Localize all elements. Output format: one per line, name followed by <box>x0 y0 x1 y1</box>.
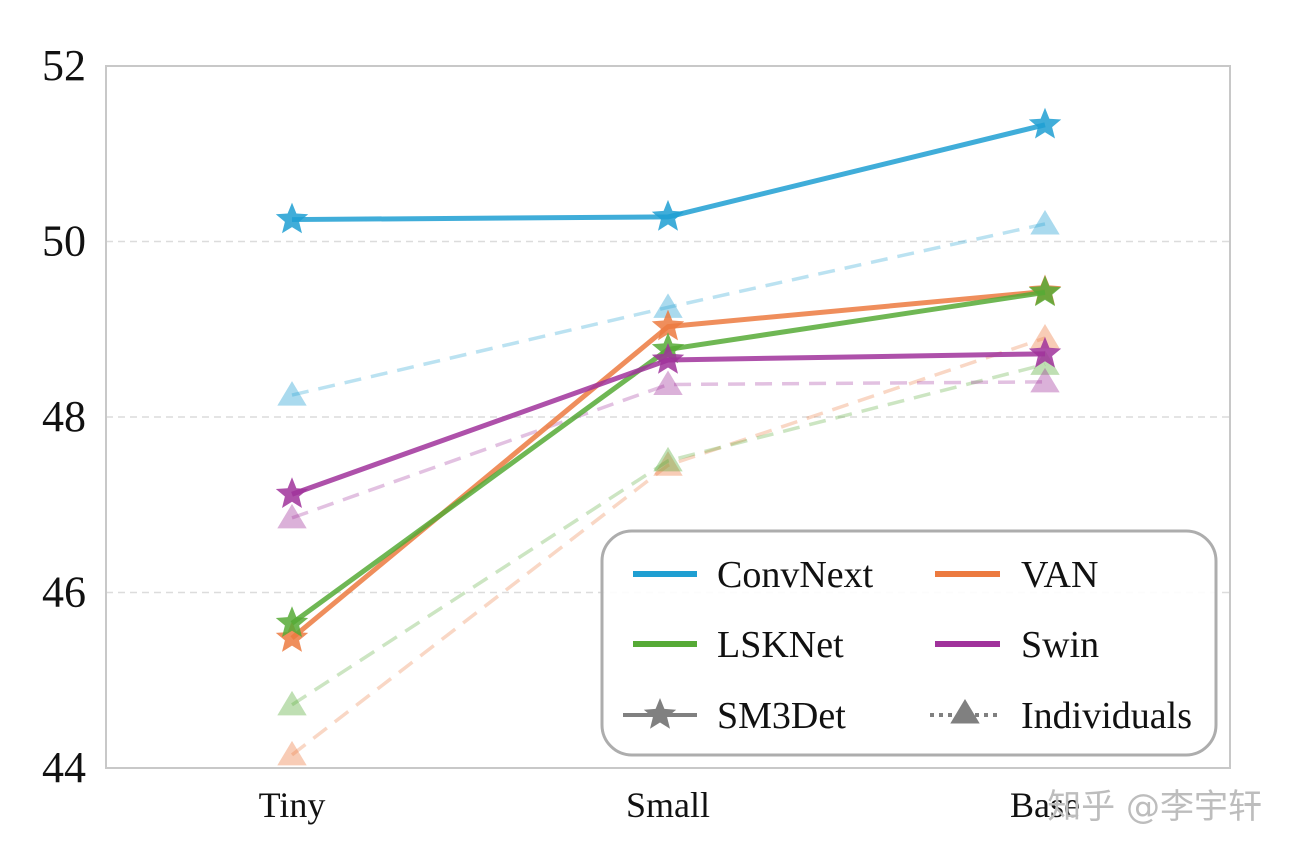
swin-individuals-point <box>277 503 307 529</box>
legend-label-van: VAN <box>1021 554 1098 596</box>
y-tick-label: 44 <box>42 743 86 792</box>
lsknet-individuals-line <box>291 362 1046 707</box>
lsknet-sm3det-point <box>275 606 309 637</box>
watermark-text: 知乎 @李宇轩 <box>1047 787 1262 827</box>
legend-box <box>600 529 1218 757</box>
convnext-sm3det-point <box>1028 107 1062 139</box>
plot-frame <box>105 65 1231 769</box>
x-tick-label: Small <box>626 785 710 825</box>
van-individuals-point <box>653 451 683 476</box>
legend-triangle-icon <box>950 699 980 724</box>
swin-individuals-line <box>291 380 1046 520</box>
swin-individuals-point <box>1030 367 1060 393</box>
y-tick-label: 52 <box>42 41 86 90</box>
legend-star-icon <box>643 698 677 729</box>
convnext-individuals-point <box>277 381 307 406</box>
convnext-sm3det-point <box>651 199 685 231</box>
lsknet-sm3det-point <box>1028 275 1062 307</box>
y-tick-label: 48 <box>42 392 86 441</box>
van-sm3det-point <box>275 621 309 652</box>
van-individuals-point <box>277 740 307 766</box>
legend-label-sm3det: SM3Det <box>717 695 846 737</box>
van-sm3det-point <box>651 309 685 341</box>
legend-label-convnext: ConvNext <box>717 554 874 596</box>
convnext-individuals-line <box>291 222 1046 397</box>
swin-sm3det-point <box>1028 336 1062 368</box>
swin-individuals-point <box>653 370 683 396</box>
van-individuals-point <box>1030 324 1060 349</box>
y-tick-label: 50 <box>42 217 86 266</box>
van-individuals-line <box>290 336 1046 757</box>
y-tick-label: 46 <box>42 568 86 617</box>
legend: ConvNext VAN LSKNet Swin SM3Det Individuals <box>600 529 1218 757</box>
individuals-series-group <box>277 209 1060 766</box>
x-tick-label: Base <box>1010 785 1080 825</box>
convnext-sm3det-point <box>275 202 309 234</box>
legend-label-swin: Swin <box>1021 624 1099 666</box>
axes: 44 46 48 50 52 Tiny Small Base <box>42 41 1080 825</box>
swin-sm3det-point <box>651 343 685 374</box>
legend-label-lsknet: LSKNet <box>717 624 844 666</box>
swin-sm3det-point <box>275 477 309 508</box>
lsknet-individuals-point <box>653 446 683 472</box>
lsknet-individuals-point <box>1030 350 1060 375</box>
convnext-individuals-point <box>1030 209 1060 235</box>
lsknet-individuals-point <box>277 690 307 716</box>
sm3det-series-group <box>275 107 1062 652</box>
legend-label-individuals: Individuals <box>1021 695 1192 737</box>
convnext-individuals-point <box>653 293 683 318</box>
x-tick-label: Tiny <box>259 785 326 825</box>
